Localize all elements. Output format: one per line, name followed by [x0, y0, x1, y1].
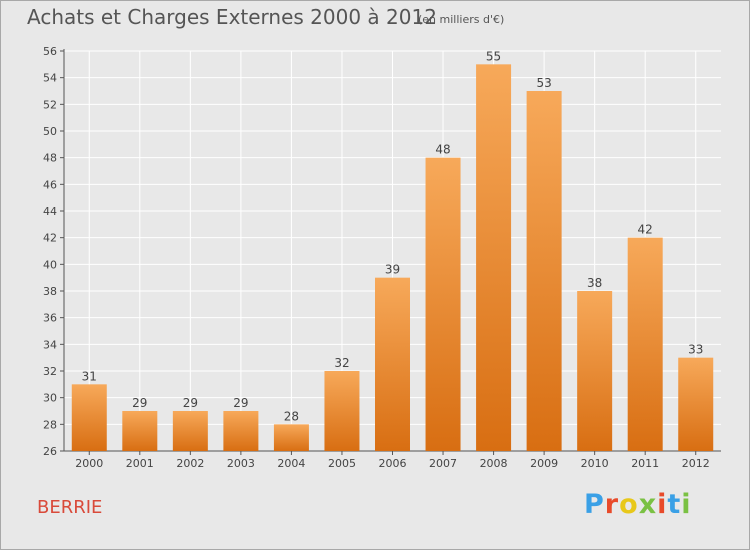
value-label-2001: 29 — [132, 396, 147, 410]
x-tick-label-2000: 2000 — [75, 457, 103, 470]
logo-letter: t — [667, 489, 682, 520]
value-label-2007: 48 — [435, 143, 450, 157]
y-tick-label: 52 — [43, 98, 57, 111]
value-label-2005: 32 — [334, 356, 349, 370]
proxiti-logo[interactable]: Proxiti — [584, 489, 692, 520]
value-label-2002: 29 — [183, 396, 198, 410]
labels: 26 28 30 32 34 36 38 40 42 44 46 48 50 52 54 56 31 2000 29… — [43, 45, 710, 470]
bar-2004 — [273, 424, 309, 451]
y-tick-label: 42 — [43, 232, 57, 245]
x-tick-label-2007: 2007 — [429, 457, 457, 470]
value-label-2000: 31 — [82, 369, 97, 383]
value-label-2012: 33 — [688, 343, 703, 357]
value-label-2004: 28 — [284, 409, 299, 423]
bar-2007 — [425, 157, 461, 451]
value-label-2010: 38 — [587, 276, 602, 290]
x-tick-label-2012: 2012 — [682, 457, 710, 470]
x-tick-label-2006: 2006 — [379, 457, 407, 470]
bar-2003 — [223, 411, 259, 451]
value-label-2009: 53 — [536, 76, 551, 90]
bar-2012 — [678, 357, 714, 451]
x-tick-label-2010: 2010 — [581, 457, 609, 470]
y-tick-label: 56 — [43, 45, 57, 58]
bar-2000 — [71, 384, 107, 451]
logo-letter: x — [638, 489, 658, 520]
bar-2005 — [324, 371, 360, 451]
y-tick-label: 54 — [43, 72, 57, 85]
x-tick-label-2009: 2009 — [530, 457, 558, 470]
logo-letter: i — [657, 489, 668, 520]
y-tick-label: 50 — [43, 125, 57, 138]
bars — [71, 64, 714, 452]
bar-2009 — [526, 91, 562, 451]
y-tick-label: 38 — [43, 285, 57, 298]
x-tick-label-2011: 2011 — [631, 457, 659, 470]
bar-2002 — [172, 411, 208, 451]
y-tick-label: 32 — [43, 365, 57, 378]
bar-2008 — [476, 64, 512, 452]
y-tick-label: 48 — [43, 152, 57, 165]
chart-subtitle: (en milliers d'€) — [418, 13, 505, 26]
y-tick-label: 46 — [43, 178, 57, 191]
chart-title: Achats et Charges Externes 2000 à 2012 — [27, 5, 437, 29]
logo-letter: P — [584, 489, 605, 520]
value-label-2003: 29 — [233, 396, 248, 410]
value-label-2011: 42 — [638, 223, 653, 237]
bar-2010 — [577, 291, 613, 451]
x-tick-label-2004: 2004 — [277, 457, 305, 470]
x-tick-label-2002: 2002 — [176, 457, 204, 470]
bar-2001 — [122, 411, 158, 451]
value-label-2008: 55 — [486, 49, 501, 63]
y-tick-label: 44 — [43, 205, 57, 218]
x-tick-label-2001: 2001 — [126, 457, 154, 470]
bar-2006 — [375, 277, 410, 451]
y-tick-label: 30 — [43, 392, 57, 405]
town-name: BERRIE — [37, 497, 103, 518]
y-tick-label: 36 — [43, 312, 57, 325]
y-tick-label: 28 — [43, 418, 57, 431]
bar-2011 — [627, 237, 663, 451]
logo-letter: i — [681, 489, 692, 520]
logo-letter: o — [619, 489, 639, 520]
x-tick-label-2008: 2008 — [480, 457, 508, 470]
value-label-2006: 39 — [385, 263, 400, 277]
logo-letter: r — [604, 489, 620, 520]
x-tick-label-2005: 2005 — [328, 457, 356, 470]
y-tick-label: 26 — [43, 445, 57, 458]
y-tick-label: 40 — [43, 258, 57, 271]
x-tick-label-2003: 2003 — [227, 457, 255, 470]
y-tick-label: 34 — [43, 338, 57, 351]
